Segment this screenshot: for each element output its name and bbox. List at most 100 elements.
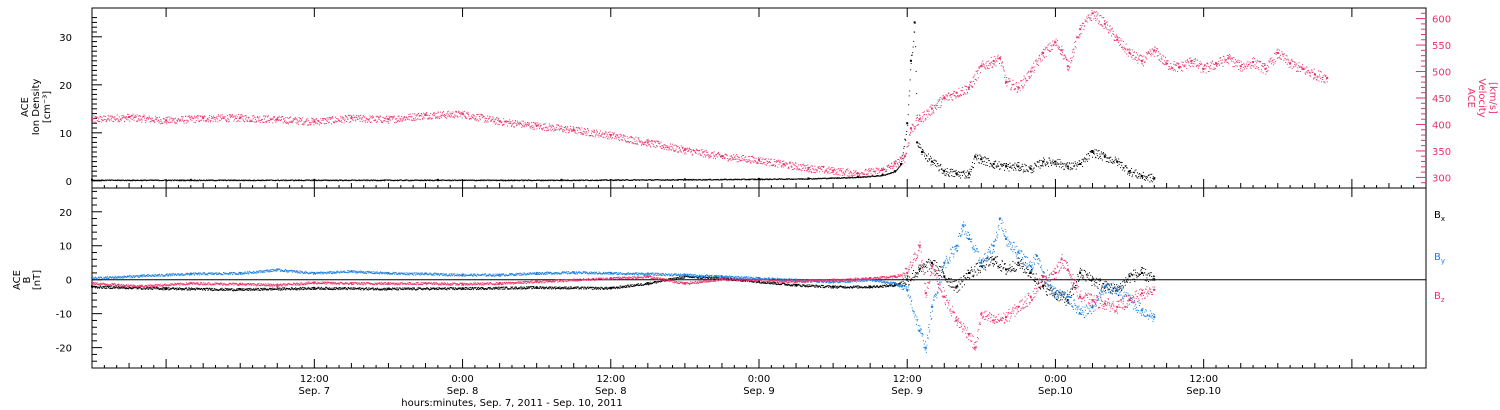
trace-dot (514, 179, 516, 181)
trace-dot (516, 120, 518, 122)
trace-dot (387, 119, 389, 121)
trace-dot (1056, 44, 1058, 46)
trace-dot (1073, 48, 1075, 50)
trace-dot (510, 122, 512, 124)
trace-dot (1096, 15, 1098, 17)
trace-dot (359, 118, 361, 120)
trace-dot (1276, 57, 1278, 59)
trace-dot (381, 180, 383, 182)
trace-dot (926, 160, 928, 162)
trace-dot (950, 96, 952, 98)
trace-dot (724, 158, 726, 160)
trace-dot (1084, 25, 1086, 27)
trace-dot (136, 114, 138, 116)
trace-dot (1262, 63, 1264, 65)
trace-dot (496, 117, 498, 119)
trace-dot (1270, 58, 1272, 60)
trace-dot (1186, 67, 1188, 69)
trace-dot (937, 99, 939, 101)
trace-dot (939, 165, 941, 167)
trace-dot (1304, 68, 1306, 70)
trace-dot (556, 124, 558, 126)
trace-dot (277, 179, 279, 181)
trace-dot (714, 156, 716, 158)
trace-dot (1002, 67, 1004, 69)
trace-dot (903, 157, 905, 159)
trace-dot (1027, 71, 1029, 73)
trace-dot (633, 138, 635, 140)
trace-dot (996, 60, 998, 62)
trace-dot (367, 118, 369, 120)
trace-dot (1036, 63, 1038, 65)
trace-dot (638, 179, 640, 181)
trace-dot (1029, 76, 1031, 78)
trace-dot (117, 118, 119, 120)
trace-dot (316, 122, 318, 124)
trace-dot (887, 166, 889, 168)
density-tick-label: 20 (59, 81, 72, 92)
trace-dot (318, 124, 320, 126)
trace-dot (296, 180, 298, 182)
trace-dot (242, 179, 244, 181)
trace-dot (680, 145, 682, 147)
trace-dot (1285, 54, 1287, 56)
trace-dot (712, 157, 714, 159)
trace-dot (701, 149, 703, 151)
trace-dot (1117, 37, 1119, 39)
trace-dot (191, 115, 193, 117)
trace-dot (800, 169, 802, 171)
trace-dot (821, 166, 823, 168)
trace-dot (228, 179, 230, 181)
trace-dot (670, 143, 672, 145)
trace-dot (459, 115, 461, 117)
trace-dot (609, 131, 611, 133)
trace-dot (564, 180, 566, 182)
trace-dot (396, 117, 398, 119)
trace-dot (1140, 59, 1142, 61)
trace-dot (971, 161, 973, 163)
trace-dot (331, 123, 333, 125)
trace-dot (415, 114, 417, 116)
trace-dot (864, 173, 866, 175)
trace-dot (420, 114, 422, 116)
trace-dot (1136, 54, 1138, 56)
trace-dot (154, 122, 156, 124)
trace-dot (1250, 62, 1252, 64)
data-point (943, 170, 946, 173)
trace-dot (883, 167, 885, 169)
trace-dot (565, 132, 567, 134)
trace-dot (135, 116, 137, 118)
trace-dot (257, 179, 259, 181)
trace-dot (963, 170, 965, 172)
trace-dot (1241, 63, 1243, 65)
trace-dot (1327, 77, 1329, 79)
trace-dot (1314, 77, 1316, 79)
trace-dot (940, 105, 942, 107)
trace-dot (997, 163, 999, 165)
series-pink-right (91, 10, 1329, 178)
trace-dot (872, 175, 874, 177)
trace-dot (724, 157, 726, 159)
trace-dot (1152, 53, 1154, 55)
trace-dot (126, 180, 128, 182)
data-point (913, 21, 916, 24)
trace-dot (668, 179, 670, 181)
trace-dot (649, 140, 651, 142)
trace-dot (907, 124, 909, 126)
trace-dot (411, 119, 413, 121)
trace-dot (751, 160, 753, 162)
trace-dot (989, 65, 991, 67)
trace-dot (382, 121, 384, 123)
trace-dot (878, 167, 880, 169)
trace-dot (366, 121, 368, 123)
trace-dot (789, 161, 791, 163)
trace-dot (920, 147, 922, 149)
trace-dot (247, 179, 249, 181)
trace-dot (465, 112, 467, 114)
trace-dot (269, 119, 271, 121)
trace-dot (208, 119, 210, 121)
trace-dot (710, 156, 712, 158)
trace-dot (228, 120, 230, 122)
trace-dot (307, 124, 309, 126)
trace-dot (617, 134, 619, 136)
